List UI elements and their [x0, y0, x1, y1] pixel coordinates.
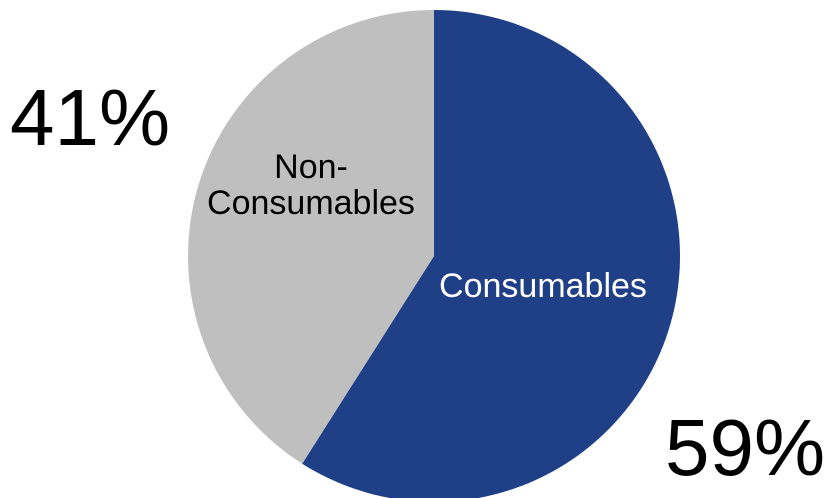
pie-slice-consumables — [302, 10, 680, 498]
consumables-percent-label: 59% — [665, 403, 826, 492]
consumables-slice-label: Consumables — [439, 267, 647, 305]
non-consumables-percent-label: 41% — [10, 73, 171, 162]
pie-slice-non-consumables — [188, 10, 434, 464]
non-consumables-label-line1: Non- — [274, 148, 348, 186]
non-consumables-label-line2: Consumables — [207, 183, 415, 222]
non-consumables-slice-label: Non- Consumables — [188, 148, 434, 222]
